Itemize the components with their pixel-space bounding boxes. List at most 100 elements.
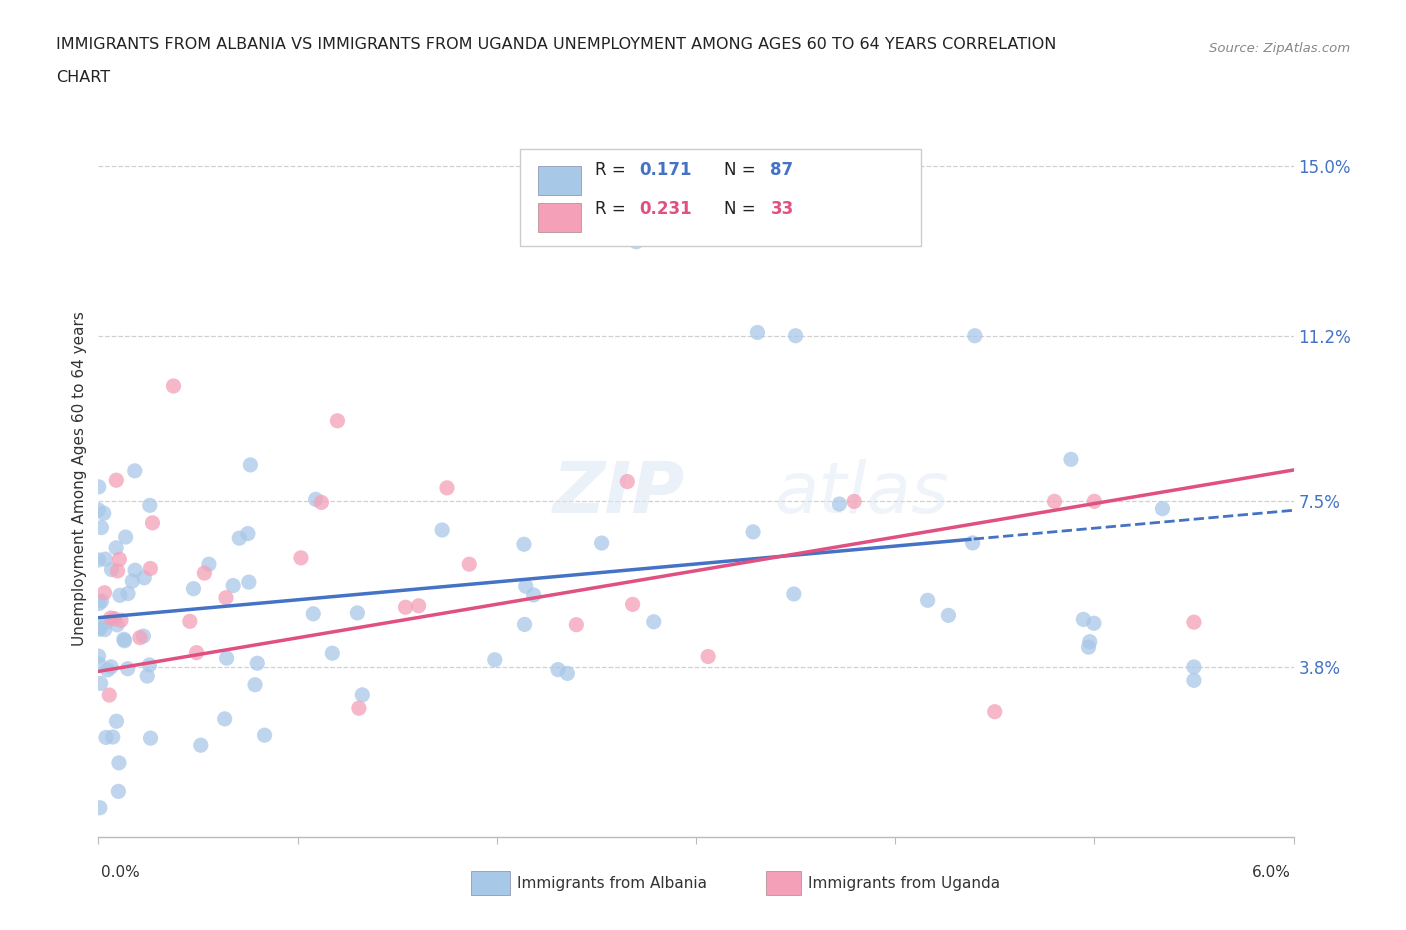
Point: [963, 328, 986, 343]
Point: [321, 645, 343, 660]
Point: [436, 481, 458, 496]
Point: [94, 730, 117, 745]
Point: [238, 575, 260, 590]
Point: [557, 666, 579, 681]
Point: [105, 714, 128, 729]
Point: [117, 586, 139, 601]
Point: [98, 687, 121, 702]
Text: N =: N =: [724, 200, 761, 219]
Text: Immigrants from Albania: Immigrants from Albania: [517, 875, 707, 891]
Text: ZIP: ZIP: [553, 458, 685, 527]
Point: [90, 593, 112, 608]
Point: [326, 413, 349, 428]
Text: 6.0%: 6.0%: [1251, 865, 1291, 880]
Point: [96, 615, 118, 630]
Point: [1043, 494, 1066, 509]
Point: [93, 585, 115, 600]
Point: [198, 557, 221, 572]
Point: [1083, 494, 1105, 509]
Point: [214, 711, 236, 726]
Point: [828, 497, 851, 512]
Point: [100, 611, 122, 626]
Point: [484, 652, 506, 667]
Point: [1152, 501, 1174, 516]
Point: [89, 620, 111, 635]
Point: [121, 574, 143, 589]
Point: [1073, 612, 1095, 627]
Point: [236, 526, 259, 541]
Text: 0.0%: 0.0%: [101, 865, 141, 880]
Point: [132, 629, 155, 644]
Point: [89, 801, 111, 816]
Point: [108, 588, 131, 603]
Point: [93, 622, 115, 637]
Point: [89, 622, 111, 637]
Point: [290, 551, 312, 565]
Point: [162, 379, 184, 393]
Point: [394, 600, 416, 615]
Point: [138, 658, 160, 672]
Point: [565, 618, 588, 632]
Point: [139, 561, 162, 576]
Point: [1078, 634, 1101, 649]
Text: R =: R =: [595, 161, 631, 179]
Point: [105, 472, 128, 487]
Point: [87, 502, 110, 517]
Text: 33: 33: [770, 200, 794, 219]
Point: [1083, 616, 1105, 631]
Point: [179, 614, 201, 629]
Point: [842, 494, 865, 509]
Point: [346, 605, 368, 620]
Point: [112, 631, 135, 646]
Point: [101, 729, 124, 744]
Point: [243, 677, 266, 692]
Point: [93, 506, 115, 521]
Point: [141, 515, 163, 530]
Point: [100, 659, 122, 674]
Point: [87, 657, 110, 671]
Point: [783, 587, 806, 602]
Point: [513, 537, 536, 551]
Point: [239, 458, 262, 472]
Point: [785, 328, 807, 343]
Point: [139, 731, 162, 746]
Point: [547, 662, 569, 677]
Point: [742, 525, 765, 539]
Point: [186, 645, 208, 660]
Point: [215, 591, 238, 605]
Point: [89, 596, 111, 611]
Point: [430, 523, 453, 538]
Point: [643, 615, 665, 630]
Text: atlas: atlas: [773, 458, 948, 527]
Text: 0.171: 0.171: [640, 161, 692, 179]
Point: [253, 728, 276, 743]
Point: [107, 784, 129, 799]
Point: [408, 598, 430, 613]
Point: [215, 651, 238, 666]
Point: [697, 649, 720, 664]
Point: [94, 551, 117, 566]
Point: [1077, 640, 1099, 655]
Text: 0.231: 0.231: [640, 200, 692, 219]
Point: [246, 656, 269, 671]
Point: [591, 536, 613, 551]
Point: [1182, 659, 1205, 674]
Point: [962, 536, 984, 551]
Point: [108, 755, 131, 770]
Point: [136, 669, 159, 684]
Point: [621, 597, 644, 612]
Point: [523, 588, 546, 603]
Point: [311, 495, 333, 510]
Point: [747, 325, 769, 339]
Text: Immigrants from Uganda: Immigrants from Uganda: [808, 875, 1001, 891]
Point: [1182, 673, 1205, 688]
Point: [222, 578, 245, 593]
Point: [97, 662, 120, 677]
Point: [87, 479, 110, 494]
Point: [124, 563, 146, 578]
Point: [87, 648, 110, 663]
Point: [110, 613, 132, 628]
Point: [302, 606, 325, 621]
Text: Source: ZipAtlas.com: Source: ZipAtlas.com: [1209, 42, 1350, 55]
Point: [228, 531, 250, 546]
